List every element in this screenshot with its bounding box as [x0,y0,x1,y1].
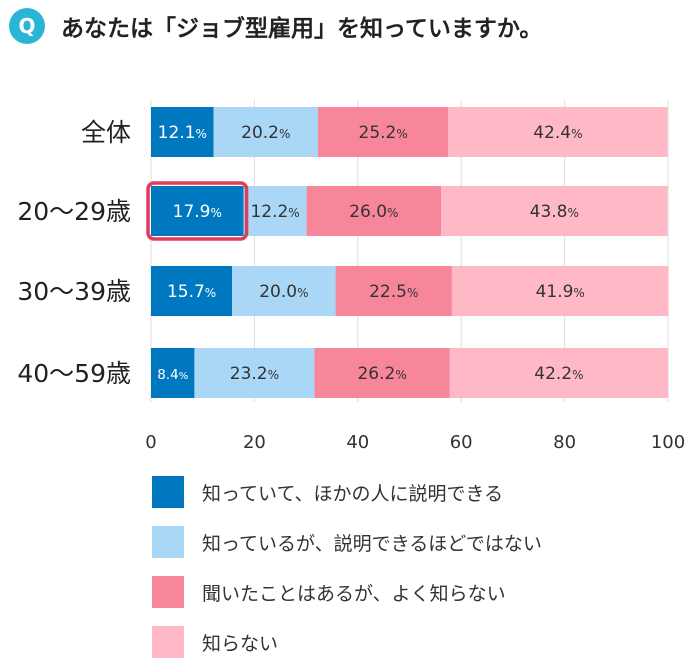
data-label: 41.9% [536,282,585,302]
legend-swatch [152,576,184,608]
legend-item: 知っているが、説明できるほどではない [152,525,542,559]
data-label: 8.4% [157,367,188,383]
x-tick-label: 60 [450,432,473,453]
bar-segment [151,107,214,157]
bar-segment [335,266,452,316]
legend-swatch [152,526,184,558]
legend-label: 聞いたことはあるが、よく知らない [202,582,506,605]
x-tick-label: 100 [651,432,685,453]
data-label: 42.4% [533,123,582,143]
category-label: 20〜29歳 [17,197,131,226]
data-label: 42.2% [534,364,583,384]
question-badge: Q [9,8,45,44]
category-label: 40〜59歳 [17,359,131,388]
data-label: 22.5% [369,282,418,302]
data-label: 12.2% [250,202,299,222]
x-tick-label: 20 [243,432,266,453]
stacked-bar-chart: 0 20 40 60 80 100 全体 20〜29歳 30〜39歳 40〜59歳 12.1% 20.… [17,100,685,453]
bar-segment [306,186,442,236]
data-label: 23.2% [230,364,279,384]
x-tick-label: 40 [346,432,369,453]
bar-segment [243,186,307,236]
data-label: 26.0% [349,202,398,222]
bar-segment [151,186,244,236]
bar-segment [151,348,195,398]
data-label: 12.1% [158,123,207,143]
x-tick-label: 80 [553,432,576,453]
bar-segment [317,107,449,157]
bar-segment [449,348,668,398]
bar-segment [194,348,315,398]
legend-swatch [152,626,184,658]
x-tick-label: 0 [145,432,156,453]
legend-label: 知らない [202,632,279,655]
data-label: 20.2% [241,123,290,143]
category-label: 30〜39歳 [17,277,131,306]
bar-segment [213,107,318,157]
category-label: 全体 [81,118,131,147]
data-label: 43.8% [530,202,579,222]
bar-segment [151,266,233,316]
data-label: 17.9% [173,202,222,222]
highlight-box [146,181,249,241]
bar-segment [451,266,669,316]
data-label: 25.2% [359,123,408,143]
legend-item: 知らない [152,625,278,659]
legend-item: 聞いたことはあるが、よく知らない [152,575,506,609]
data-label: 15.7% [167,282,216,302]
bar-segment [441,186,668,236]
bar-segment [448,107,668,157]
question-title: Q あなたは「ジョブ型雇用」を知っていますか。 [9,6,542,46]
legend-label: 知っていて、ほかの人に説明できる [202,482,504,505]
legend-swatch [152,476,184,508]
page-title: あなたは「ジョブ型雇用」を知っていますか。 [61,16,543,42]
data-label: 20.0% [259,282,308,302]
bar-segment [232,266,336,316]
legend-item: 知っていて、ほかの人に説明できる [152,475,503,509]
bar-segment [314,348,450,398]
data-label: 26.2% [357,364,406,384]
legend-label: 知っているが、説明できるほどではない [202,532,542,555]
